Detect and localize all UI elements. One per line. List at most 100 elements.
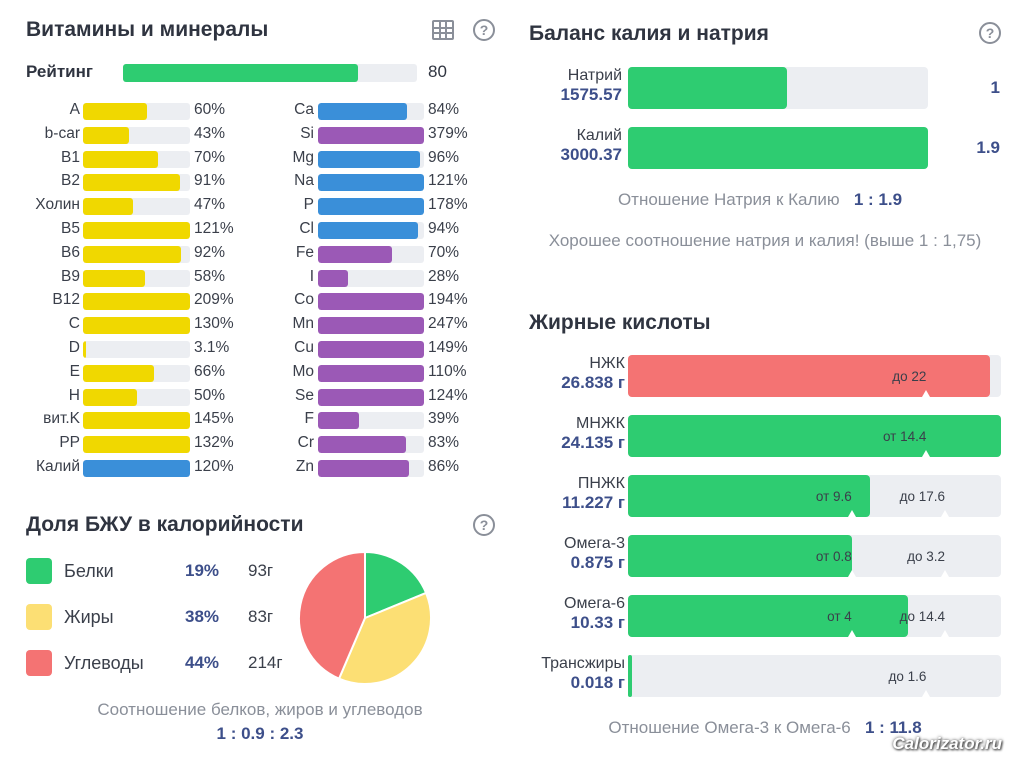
- fatty-acid-bar-fill: [628, 595, 908, 637]
- vitamin-label: C: [68, 315, 80, 333]
- mineral-label: Fe: [295, 243, 314, 261]
- sodium-value: 1: [990, 78, 1000, 97]
- mineral-label: Mo: [292, 362, 314, 380]
- vitamin-bar-fill: [83, 412, 190, 430]
- mineral-bar: [318, 341, 424, 358]
- mineral-bar: [318, 126, 424, 144]
- balance-note: Хорошее соотношение натрия и калия! (выш…: [548, 231, 982, 250]
- vitamin-label: B6: [61, 243, 80, 261]
- fatty-acid-norm-tick: [847, 630, 856, 637]
- mineral-percent: 39%: [428, 410, 460, 428]
- vitamin-bar: [83, 269, 190, 287]
- potassium-label: Калий 3000.37: [512, 127, 622, 165]
- help-icon[interactable]: ?: [979, 22, 1001, 44]
- mineral-bar-fill: [318, 388, 424, 406]
- macro-grams: 214г: [248, 653, 283, 672]
- mineral-bar-fill: [318, 341, 424, 358]
- mineral-bar-fill: [318, 317, 424, 335]
- fatty-acid-amount: 0.018 г: [570, 673, 625, 692]
- help-icon[interactable]: ?: [473, 514, 495, 536]
- mineral-row: Cr 83%: [0, 432, 459, 456]
- help-icon[interactable]: ?: [473, 19, 495, 41]
- vitamins-title: Витамины и минералы: [26, 18, 269, 41]
- fatty-acid-bar: от 4 до 14.4: [628, 595, 1001, 637]
- mineral-label: P: [303, 196, 314, 214]
- vitamin-percent: 60%: [194, 101, 226, 118]
- fatty-acid-label: МНЖК 24.135 г: [505, 415, 625, 453]
- fatty-acid-norm-tick: [941, 630, 950, 637]
- table-icon[interactable]: [432, 20, 454, 40]
- vitamin-label: Калий: [35, 458, 80, 475]
- mineral-bar: [318, 150, 424, 168]
- mineral-label: Mg: [292, 148, 314, 166]
- mineral-row: I 28%: [0, 266, 459, 290]
- mineral-percent: 247%: [428, 315, 468, 333]
- vitamin-bar: [83, 317, 190, 335]
- sodium-bar: [628, 67, 928, 109]
- vitamin-row: Калий 120%: [0, 456, 234, 480]
- vitamin-percent: 209%: [194, 291, 234, 309]
- macro-color-swatch: [26, 650, 52, 676]
- mineral-row: Fe 70%: [0, 242, 459, 266]
- fatty-acid-amount: 26.838 г: [561, 373, 625, 392]
- vitamin-bar: [83, 103, 190, 120]
- fatty-acid-label: НЖК 26.838 г: [505, 355, 625, 393]
- fatty-acid-norm-label: от 9.6: [815, 489, 852, 504]
- macro-color-swatch: [26, 604, 52, 630]
- vitamin-bar-fill: [83, 198, 134, 216]
- watermark: Calorizator.ru: [892, 734, 1002, 753]
- mineral-bar-fill: [318, 150, 420, 168]
- vitamin-bar: [83, 293, 190, 311]
- fatty-acid-norm-tick: [941, 510, 950, 517]
- fatty-acid-name: НЖК: [589, 355, 625, 372]
- fatty-acid-name: Омега-6: [564, 595, 625, 612]
- vitamin-percent: 43%: [194, 124, 226, 142]
- macro-grams: 93г: [248, 561, 274, 580]
- vitamin-bar-fill: [83, 174, 181, 192]
- mineral-percent: 94%: [428, 220, 460, 237]
- mineral-row: Na 121%: [0, 170, 468, 194]
- mineral-bar-fill: [318, 364, 424, 382]
- potassium-bar-fill: [628, 127, 928, 169]
- vitamin-bar: [83, 412, 190, 430]
- fatty-acid-label: ПНЖК 11.227 г: [505, 475, 625, 513]
- fatty-acid-norm-label: от 14.4: [882, 429, 927, 444]
- mineral-row: Se 124%: [0, 385, 468, 409]
- mineral-label: Ca: [294, 101, 314, 118]
- vitamin-bar: [83, 460, 190, 477]
- macro-legend-item: Углеводы 44% 214г: [26, 650, 306, 678]
- pie-slice: [364, 550, 428, 620]
- sodium-amount: 1575.57: [560, 85, 622, 104]
- mineral-bar: [318, 388, 424, 406]
- vitamin-label: B5: [61, 220, 80, 237]
- fatty-acid-bar-fill: [628, 415, 1001, 457]
- macro-percent: 44%: [185, 653, 220, 672]
- mineral-row: Cu 149%: [0, 337, 468, 361]
- vitamin-bar-fill: [83, 126, 129, 144]
- mineral-percent: 379%: [428, 124, 468, 142]
- mineral-percent: 149%: [428, 339, 468, 356]
- vitamin-bar-fill: [83, 388, 137, 406]
- vitamin-bar-fill: [83, 436, 190, 454]
- mineral-bar: [318, 103, 424, 120]
- rating-label: Рейтинг: [26, 62, 93, 81]
- mineral-bar-fill: [318, 460, 410, 477]
- mineral-bar: [318, 460, 424, 477]
- macro-legend-item: Белки 19% 93г: [26, 558, 306, 586]
- mineral-bar: [318, 293, 424, 311]
- mineral-label: Cl: [299, 220, 314, 237]
- mineral-row: Mg 96%: [0, 147, 459, 171]
- mineral-bar-fill: [318, 103, 408, 120]
- vitamin-label: E: [69, 362, 80, 380]
- sodium-potassium-ratio-caption: Отношение Натрия к Калию: [617, 190, 840, 209]
- vitamin-row: B5 121%: [0, 218, 234, 242]
- fatty-acid-norm-label: от 4: [827, 609, 852, 624]
- vitamin-bar-fill: [83, 245, 182, 263]
- mineral-row: Si 379%: [0, 123, 468, 147]
- vitamin-bar: [83, 222, 190, 239]
- fatty-acid-norm-tick: [847, 570, 856, 577]
- mineral-bar-fill: [318, 222, 418, 239]
- potassium-amount: 3000.37: [560, 145, 622, 164]
- fatty-acid-label: Омега-3 0.875 г: [505, 535, 625, 573]
- vitamin-label: A: [69, 101, 80, 118]
